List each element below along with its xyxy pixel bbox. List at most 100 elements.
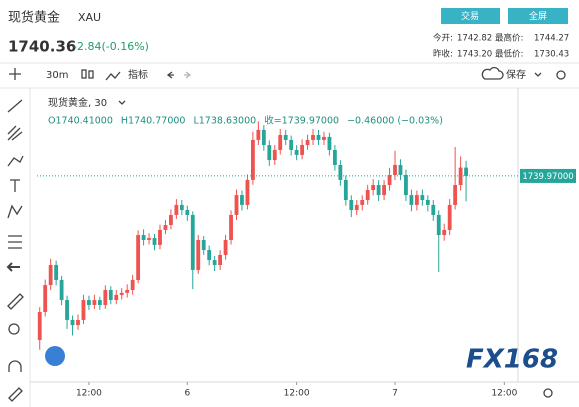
- settings-icon[interactable]: [556, 70, 566, 80]
- candle-body: [327, 136, 332, 150]
- legend-dropdown[interactable]: [118, 100, 126, 105]
- candle-body: [250, 139, 255, 180]
- candle-body: [97, 300, 102, 305]
- candle-type-icon[interactable]: [81, 69, 94, 79]
- last-price-label: 1739.97000: [522, 172, 573, 182]
- candle-body: [229, 214, 233, 240]
- candle-body: [431, 204, 436, 215]
- candle-body: [464, 167, 468, 176]
- cloud-button[interactable]: [45, 346, 65, 366]
- candle-body: [190, 214, 195, 270]
- candle-body: [185, 210, 190, 215]
- candle-body: [37, 311, 42, 341]
- candle-body: [70, 319, 75, 326]
- fullscreen-button[interactable]: [508, 8, 568, 24]
- candle-body: [387, 174, 392, 186]
- indicator-button[interactable]: 指标: [128, 68, 148, 81]
- instrument-symbol: XAU: [78, 11, 101, 24]
- line-tool[interactable]: [7, 99, 23, 113]
- candle-body: [174, 204, 179, 215]
- candle-body: [114, 294, 119, 301]
- magnet-tool[interactable]: [8, 360, 22, 372]
- candle-body: [81, 300, 86, 320]
- candle-body: [404, 174, 408, 196]
- candle-body: [152, 238, 157, 245]
- candle-body: [43, 285, 48, 312]
- zoom-tool[interactable]: [8, 323, 20, 335]
- candle-body: [130, 279, 135, 290]
- candle-body: [338, 164, 343, 180]
- candle-body: [332, 149, 337, 165]
- legend-value: 收=1739.97000: [264, 115, 339, 127]
- fib-tool[interactable]: [7, 125, 23, 141]
- stat-value: 1743.20: [457, 50, 492, 60]
- candle-body: [420, 195, 425, 200]
- x-tick-label: 12:00: [491, 389, 517, 399]
- candle-body: [300, 145, 305, 155]
- candle-body: [316, 135, 321, 140]
- stat-value: 1742.82: [457, 34, 492, 44]
- candle-body: [436, 214, 441, 236]
- candle-body: [294, 149, 299, 155]
- candle-body: [442, 229, 447, 236]
- crosshair-tool[interactable]: [9, 68, 21, 80]
- back-tool[interactable]: [6, 262, 20, 272]
- candle-body: [283, 135, 288, 140]
- cloud-icon[interactable]: [481, 66, 504, 80]
- candle-body: [125, 290, 130, 293]
- candle-body: [365, 189, 370, 200]
- candle-body: [393, 164, 397, 175]
- fullscreen-button-label[interactable]: 全屏: [529, 10, 547, 22]
- stat-label: 昨收:: [433, 49, 453, 60]
- trade-button[interactable]: [441, 8, 500, 24]
- candle-body: [360, 200, 365, 205]
- candle-body: [267, 145, 272, 161]
- measure-tool[interactable]: [8, 235, 22, 249]
- lock-tool[interactable]: [8, 387, 23, 402]
- candle-body: [240, 195, 244, 205]
- candle-body: [108, 290, 113, 301]
- pattern-tool[interactable]: [7, 204, 23, 219]
- candle-body: [76, 319, 80, 326]
- x-tick-label: 7: [392, 389, 398, 399]
- legend-value: −0.46000 (−0.03%): [347, 116, 443, 127]
- candle-body: [382, 185, 386, 196]
- save-dropdown[interactable]: [534, 72, 542, 77]
- interval-button[interactable]: 30m: [46, 70, 68, 81]
- tool-panel: [6, 68, 24, 402]
- candle-body: [376, 185, 381, 196]
- save-button[interactable]: 保存: [506, 68, 526, 81]
- text-tool[interactable]: [10, 179, 20, 192]
- candle-body: [119, 292, 124, 295]
- legend-title: 现货黄金, 30: [48, 96, 107, 109]
- candle-body: [305, 139, 310, 146]
- candle-body: [245, 179, 250, 205]
- x-tick-label: 6: [184, 389, 190, 399]
- candle-body: [343, 179, 348, 200]
- candle-body: [311, 135, 315, 140]
- redo-icon[interactable]: [184, 71, 192, 79]
- candle-body: [322, 136, 326, 140]
- candle-body: [141, 235, 146, 240]
- legend-value: O1740.41000: [48, 116, 113, 127]
- undo-icon[interactable]: [166, 71, 174, 79]
- candle-body: [398, 164, 403, 175]
- candle-body: [256, 129, 261, 140]
- indicator-icon[interactable]: [105, 71, 121, 81]
- candle-body: [261, 129, 266, 146]
- candle-body: [414, 195, 419, 205]
- trade-button-label[interactable]: 交易: [461, 10, 479, 22]
- candle-body: [212, 260, 217, 265]
- brush-tool[interactable]: [7, 155, 24, 167]
- candle-body: [147, 238, 151, 240]
- candle-body: [218, 254, 223, 265]
- ruler-tool[interactable]: [7, 293, 24, 310]
- candle-body: [278, 135, 283, 150]
- candle-body: [371, 185, 376, 190]
- candle-body: [158, 229, 162, 245]
- legend-value: H1740.77000: [121, 116, 186, 127]
- candle-body: [136, 235, 141, 280]
- candle-body: [179, 204, 184, 211]
- chart-settings[interactable]: [543, 388, 553, 398]
